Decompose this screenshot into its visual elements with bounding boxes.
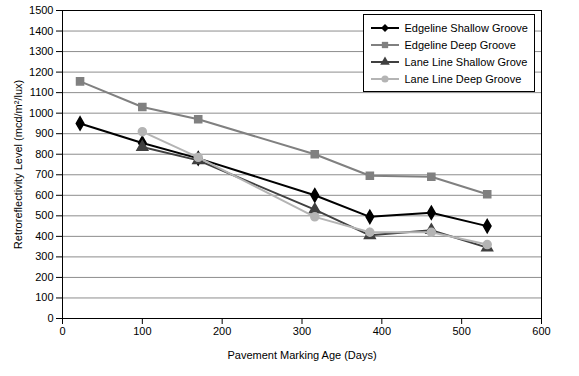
svg-text:200: 200	[35, 271, 53, 283]
svg-text:1500: 1500	[29, 4, 53, 16]
svg-text:0: 0	[47, 312, 53, 324]
html-text:Edgeline Deep Groove: Edgeline Deep Groove	[404, 38, 516, 51]
svg-text:600: 600	[35, 189, 53, 201]
svg-text:900: 900	[35, 127, 53, 139]
html-text:Lane Line Deep Groove: Lane Line Deep Groove	[404, 72, 522, 85]
svg-text:1300: 1300	[29, 45, 53, 57]
svg-text:100: 100	[133, 325, 151, 337]
svg-text:0: 0	[59, 325, 65, 337]
svg-text:600: 600	[532, 325, 550, 337]
svg-text:300: 300	[293, 325, 311, 337]
svg-text:1200: 1200	[29, 66, 53, 78]
svg-text:500: 500	[35, 209, 53, 221]
svg-text:200: 200	[213, 325, 231, 337]
svg-text:Retroreflectivity Level (mcd/m: Retroreflectivity Level (mcd/m²/lux)	[12, 80, 24, 249]
html-text:Edgeline Shallow Groove: Edgeline Shallow Groove	[404, 21, 528, 34]
svg-text:500: 500	[452, 325, 470, 337]
html-text:Lane Line Shallow Grove: Lane Line Shallow Grove	[404, 55, 528, 68]
svg-text:800: 800	[35, 148, 53, 160]
svg-text:700: 700	[35, 168, 53, 180]
svg-text:1000: 1000	[29, 107, 53, 119]
svg-text:400: 400	[373, 325, 391, 337]
svg-text:100: 100	[35, 291, 53, 303]
svg-text:Pavement Marking Age (Days): Pavement Marking Age (Days)	[227, 349, 376, 361]
svg-text:400: 400	[35, 230, 53, 242]
svg-text:1100: 1100	[30, 86, 54, 98]
svg-text:1400: 1400	[29, 25, 53, 37]
svg-text:300: 300	[35, 250, 53, 262]
